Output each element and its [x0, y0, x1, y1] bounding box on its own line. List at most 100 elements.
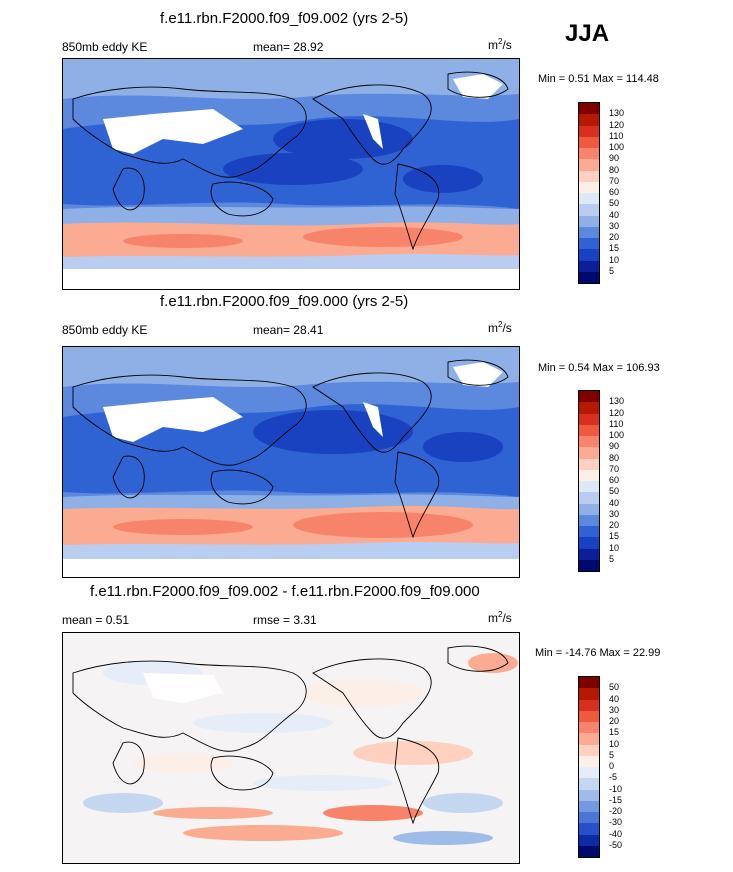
colorbar-tick-label: 30: [609, 220, 620, 231]
colorbar-tick-label: 5: [609, 553, 615, 564]
colorbar-swatch: [579, 548, 599, 560]
colorbar-swatch: [579, 260, 599, 272]
colorbar-tick-label: 20: [609, 232, 620, 242]
colorbar-swatch: [579, 114, 599, 126]
colorbar-tick-label: 120: [609, 407, 625, 418]
colorbar-swatch: [579, 492, 599, 504]
panel2-min-max: Min = 0.54 Max = 106.93: [538, 362, 660, 374]
colorbar-swatch: [579, 789, 599, 801]
panel2-colorbar: [578, 390, 600, 572]
colorbar-tick-label: 15: [609, 243, 620, 254]
colorbar-swatch: [579, 136, 599, 148]
colorbar-tick-label: 30: [609, 508, 620, 519]
colorbar-swatch: [579, 778, 599, 790]
colorbar-swatch: [579, 193, 599, 205]
panel2-mean: mean= 28.41: [253, 323, 324, 337]
colorbar-swatch: [579, 526, 599, 538]
colorbar-tick-label: -10: [609, 783, 623, 794]
colorbar-tick-label: 10: [609, 542, 620, 553]
colorbar-swatch: [579, 537, 599, 549]
colorbar-swatch: [579, 699, 599, 711]
panel2-units: m2/s: [488, 320, 512, 335]
colorbar-swatch: [579, 436, 599, 448]
colorbar-tick-label: 110: [609, 130, 624, 141]
colorbar-tick-label: 120: [609, 119, 625, 130]
panel1-variable-label: 850mb eddy KE: [62, 40, 148, 54]
colorbar-tick-label: 30: [609, 704, 620, 715]
colorbar-swatch: [579, 204, 599, 216]
panel2-variable-label: 850mb eddy KE: [62, 323, 148, 337]
colorbar-swatch: [579, 447, 599, 459]
colorbar-tick-label: 5: [609, 749, 615, 760]
panel3-title: f.e11.rbn.F2000.f09_f09.002 - f.e11.rbn.…: [90, 583, 480, 600]
colorbar-swatch: [579, 249, 599, 261]
colorbar-tick-label: 80: [609, 452, 620, 463]
colorbar-swatch: [579, 391, 599, 403]
colorbar-swatch: [579, 845, 599, 857]
colorbar-tick-label: 10: [609, 738, 620, 749]
colorbar-swatch: [579, 424, 599, 436]
colorbar-swatch: [579, 722, 599, 734]
colorbar-swatch: [579, 755, 599, 767]
colorbar-swatch: [579, 148, 599, 160]
colorbar-tick-label: 80: [609, 164, 620, 175]
panel2-title: f.e11.rbn.F2000.f09_f09.000 (yrs 2-5): [160, 293, 409, 310]
colorbar-swatch: [579, 469, 599, 481]
colorbar-tick-label: 10: [609, 254, 620, 265]
colorbar-tick-label: -5: [609, 772, 618, 783]
colorbar-tick-label: 90: [609, 441, 620, 452]
colorbar-swatch: [579, 159, 599, 171]
colorbar-tick-label: 60: [609, 187, 620, 197]
panel1-units: m2/s: [488, 37, 512, 52]
colorbar-tick-label: -40: [609, 828, 623, 839]
colorbar-swatch: [579, 103, 599, 115]
colorbar-tick-label: -15: [609, 794, 623, 805]
colorbar-swatch: [579, 834, 599, 846]
colorbar-swatch: [579, 710, 599, 722]
colorbar-swatch: [579, 514, 599, 526]
colorbar-tick-label: 50: [609, 682, 620, 693]
panel3-colorbar: [578, 676, 600, 858]
panel1-min-max: Min = 0.51 Max = 114.48: [538, 73, 659, 85]
panel1-mean: mean= 28.92: [253, 40, 324, 54]
panel3-min-max: Min = -14.76 Max = 22.99: [535, 647, 661, 659]
colorbar-swatch: [579, 733, 599, 745]
colorbar-tick-label: 5: [609, 265, 615, 276]
colorbar-swatch: [579, 413, 599, 425]
panel2-map: [62, 346, 520, 578]
colorbar-swatch: [579, 744, 599, 756]
colorbar-swatch: [579, 688, 599, 700]
colorbar-tick-label: 15: [609, 727, 620, 738]
colorbar-tick-label: 0: [609, 761, 615, 771]
colorbar-tick-label: 90: [609, 153, 620, 164]
panel1-title: f.e11.rbn.F2000.f09_f09.002 (yrs 2-5): [160, 10, 409, 27]
colorbar-tick-label: 130: [609, 396, 625, 407]
colorbar-swatch: [579, 800, 599, 812]
colorbar-tick-label: 20: [609, 716, 620, 726]
colorbar-tick-label: -20: [609, 806, 623, 816]
colorbar-tick-label: 40: [609, 209, 620, 220]
colorbar-swatch: [579, 125, 599, 137]
colorbar-tick-label: 70: [609, 175, 620, 186]
colorbar-swatch: [579, 181, 599, 193]
colorbar-swatch: [579, 215, 599, 227]
colorbar-swatch: [579, 559, 599, 571]
colorbar-tick-label: 20: [609, 520, 620, 530]
colorbar-swatch: [579, 677, 599, 689]
colorbar-tick-label: 15: [609, 531, 620, 542]
colorbar-tick-label: 70: [609, 463, 620, 474]
colorbar-tick-label: -30: [609, 817, 623, 828]
colorbar-tick-label: 40: [609, 497, 620, 508]
colorbar-tick-label: -50: [609, 839, 623, 850]
season-label: JJA: [565, 20, 610, 47]
colorbar-swatch: [579, 170, 599, 182]
colorbar-tick-label: 110: [609, 418, 624, 429]
panel3-rmse: rmse = 3.31: [253, 613, 317, 627]
colorbar-swatch: [579, 823, 599, 835]
colorbar-tick-label: 100: [609, 430, 625, 440]
colorbar-swatch: [579, 481, 599, 493]
colorbar-swatch: [579, 812, 599, 824]
colorbar-swatch: [579, 503, 599, 515]
colorbar-tick-label: 50: [609, 486, 620, 497]
panel3-mean: mean = 0.51: [62, 613, 130, 627]
